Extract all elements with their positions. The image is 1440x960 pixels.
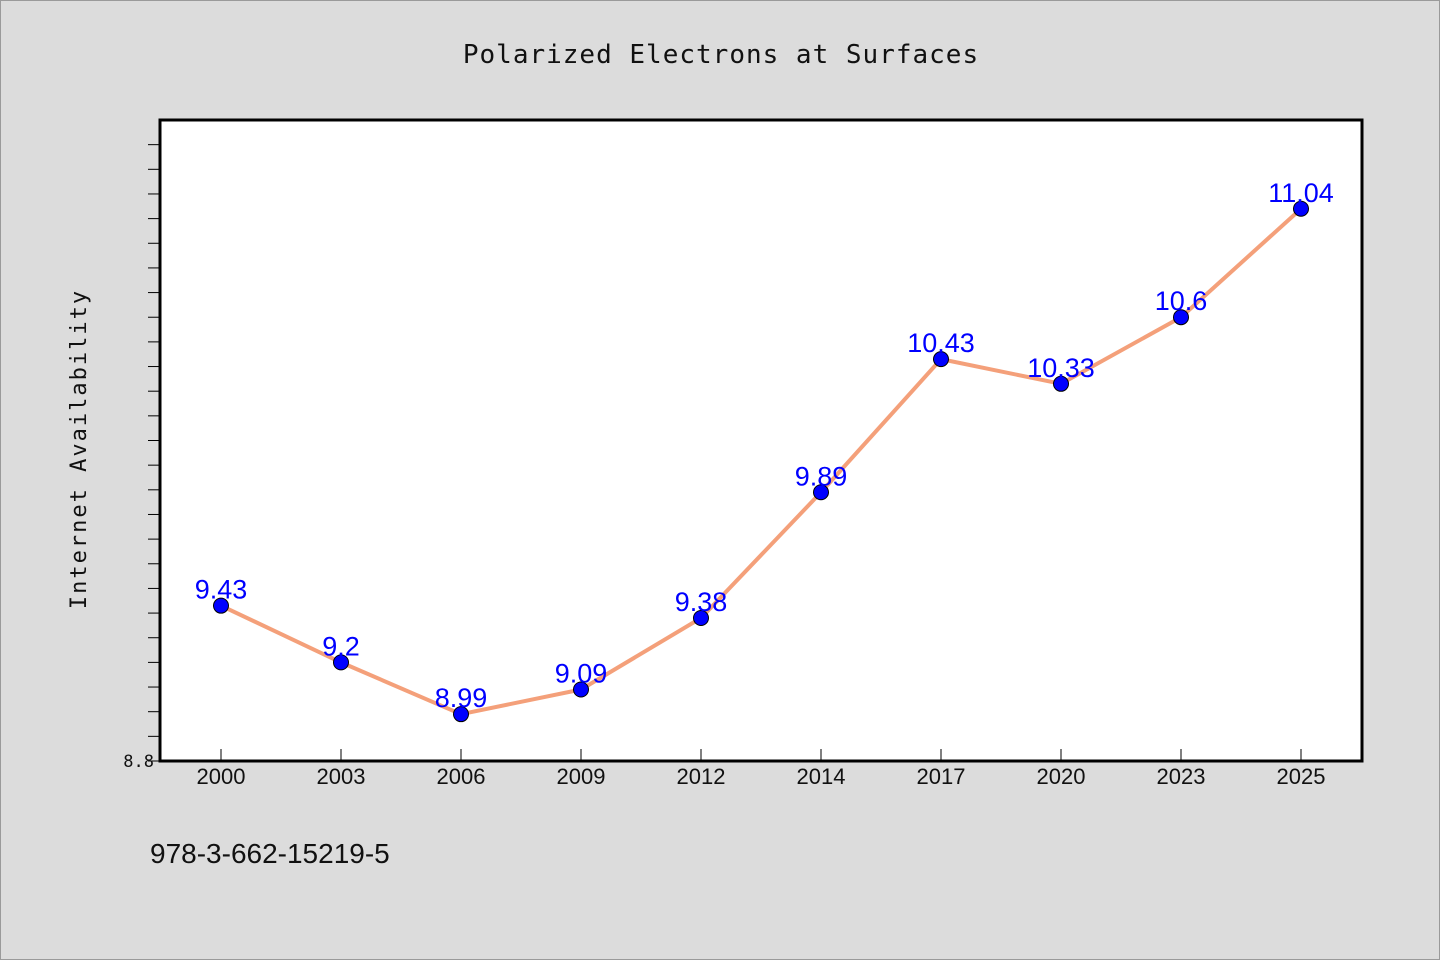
footer-isbn: 978-3-662-15219-5: [150, 838, 390, 869]
series-data-labels: 9.43 9.2 8.99 9.09 9.38 9.89 10.43 10.33 10.6 11.…: [195, 178, 1334, 713]
series-lines: [219, 206, 1303, 717]
data-point: [333, 654, 349, 671]
data-label: 10.33: [1027, 353, 1095, 383]
data-point: [573, 681, 589, 698]
data-label: 9.43: [195, 575, 248, 605]
data-label: 8.99: [435, 683, 488, 713]
chart-title: Polarized Electrons at Surfaces: [463, 40, 979, 70]
series-points: [213, 200, 1309, 723]
data-label: 10.43: [907, 328, 975, 358]
x-tick-label: 2000: [197, 764, 246, 789]
data-point: [693, 610, 709, 627]
data-point: [813, 484, 829, 501]
x-tick-label: 2012: [677, 764, 726, 789]
data-label: 9.38: [675, 587, 728, 617]
x-tick-label: 2025: [1277, 764, 1326, 789]
data-point: [1293, 200, 1309, 217]
data-point: [1173, 309, 1189, 326]
x-tick-label: 2014: [797, 764, 846, 789]
data-point: [453, 706, 469, 723]
y-axis-label: Internet Availability: [67, 289, 92, 609]
x-tick-label: 2003: [317, 764, 366, 789]
data-label: 10.6: [1155, 286, 1208, 316]
data-point: [1053, 375, 1069, 392]
x-tick-label: 2023: [1157, 764, 1206, 789]
x-tick-label: 2006: [437, 764, 486, 789]
plot-area: [158, 118, 1364, 763]
data-label: 11.04: [1268, 178, 1334, 208]
y-axis-ticks: 8.8: [123, 144, 160, 772]
data-label: 9.2: [322, 631, 360, 661]
y-tick-label: 8.8: [123, 752, 154, 772]
x-tick-label: 2017: [917, 764, 966, 789]
x-tick-label: 2009: [557, 764, 606, 789]
data-label: 9.89: [795, 461, 848, 491]
x-tick-label: 2020: [1037, 764, 1086, 789]
x-axis-ticks: 2000 2003 2006 2009 2012 2014 2017 2020 2023 2025: [197, 749, 1326, 789]
series-line: [219, 206, 1303, 717]
data-point: [933, 351, 949, 368]
data-label: 9.09: [555, 659, 608, 689]
data-point: [213, 597, 229, 614]
